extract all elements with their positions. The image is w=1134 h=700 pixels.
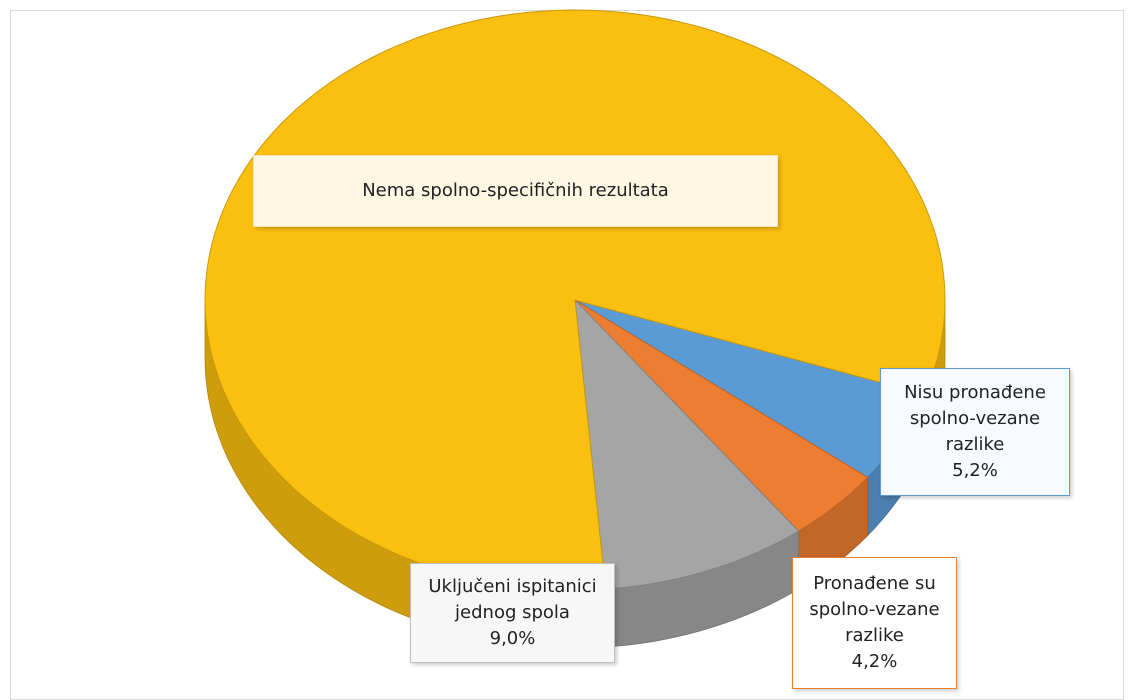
data-label: Pronađene su spolno-vezane razlike 4,2% — [792, 557, 957, 689]
slice — [574, 298, 800, 590]
slice — [574, 299, 869, 532]
category-label: Nema spolno-specifičnih rezultata — [362, 180, 669, 201]
value-label: 4,2% — [851, 651, 898, 672]
value-label: 5,2% — [952, 460, 998, 481]
data-label: Uključeni ispitanici jednog spola 9,0% — [410, 563, 615, 663]
category-label: Nisu pronađene spolno-vezane razlike — [904, 382, 1046, 455]
category-label: Uključeni ispitanici jednog spola — [428, 576, 597, 623]
data-label: Nisu pronađene spolno-vezane razlike 5,2% — [880, 368, 1070, 496]
data-label: Nema spolno-specifičnih rezultata — [253, 155, 778, 227]
value-label: 9,0% — [489, 628, 536, 649]
category-label: Pronađene su spolno-vezane razlike — [809, 573, 940, 646]
